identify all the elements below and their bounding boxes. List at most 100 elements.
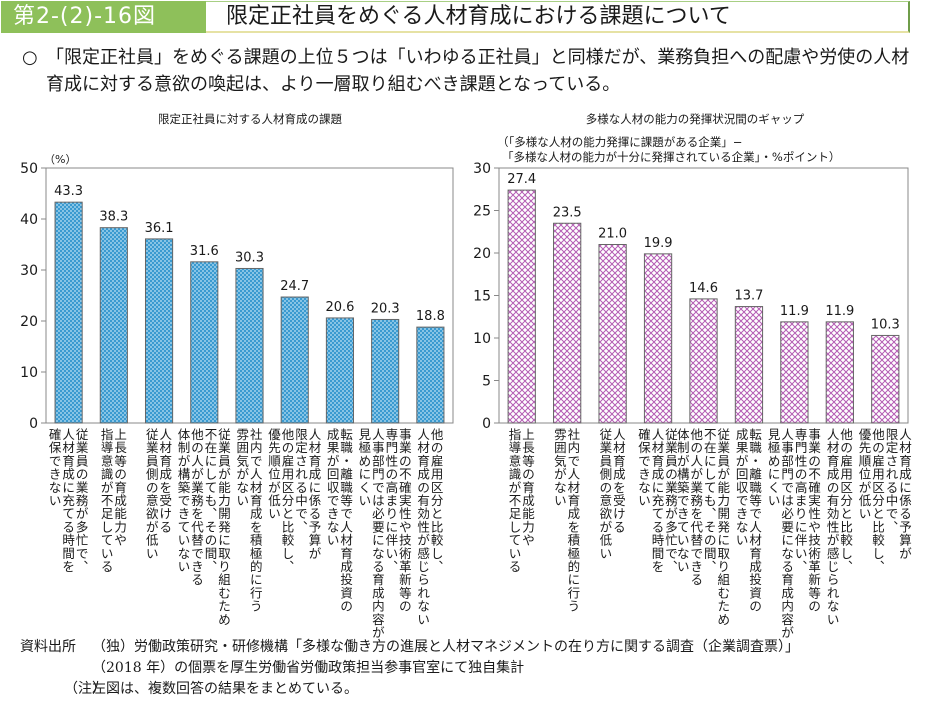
left-category-char: の: [76, 467, 89, 482]
right-category-char: 務: [665, 493, 678, 508]
right-category-char: 内: [568, 440, 581, 455]
left-category-char: い: [268, 506, 281, 521]
right-category-char: 成: [736, 427, 749, 442]
right-category-char: の: [749, 599, 762, 614]
note-label: （注）: [64, 681, 106, 697]
left-category-char: の: [386, 467, 399, 482]
left-category-char: 分: [282, 493, 295, 508]
left-category-char: を: [191, 506, 204, 521]
left-category-char: 人: [340, 519, 353, 534]
right-category-char: れ: [886, 467, 899, 482]
left-category-char: 区: [282, 480, 295, 495]
right-category-char: た: [717, 599, 730, 614]
right-category-char: 成: [613, 467, 626, 482]
footer: 資料出所 （独）労働政策研究・研修機構「多様な働き方の進展と人材マネジメントの在…: [20, 637, 930, 700]
right-category-char: を: [568, 519, 581, 534]
right-category-char: 材: [652, 440, 665, 455]
right-category-char: も: [704, 493, 717, 508]
left-category-char: 資: [340, 585, 353, 600]
left-category-char: 間: [205, 546, 218, 561]
left-category-char: 不: [399, 467, 412, 482]
left-category-char: で: [76, 546, 89, 561]
left-category-char: が: [101, 480, 114, 495]
right-category-label: 事業の不確実性や技術革新等の専門性の高まりに伴い︑人事部門では必要になる育成内容…: [768, 427, 822, 640]
left-data-label: 20.6: [325, 300, 354, 315]
right-category-char: に: [795, 519, 808, 534]
right-category-char: 性: [827, 519, 840, 534]
right-category-char: が: [736, 453, 749, 468]
right-category-char: 不: [808, 467, 821, 482]
left-category-char: い: [49, 493, 62, 508]
right-category-char: 材: [749, 533, 762, 548]
left-category-char: 他: [191, 427, 204, 442]
left-bar: [144, 238, 174, 424]
left-category-char: 性: [399, 506, 412, 521]
left-category-char: 員: [146, 453, 159, 468]
right-category-char: で: [886, 506, 899, 521]
right-bar: [598, 244, 627, 424]
right-category-char: 業: [717, 440, 730, 455]
right-data-label: 11.9: [780, 304, 809, 319]
right-category-char: の: [872, 440, 885, 455]
right-category-char: い: [859, 506, 872, 521]
right-category-char: 人: [613, 427, 626, 442]
left-category-char: 築: [178, 480, 191, 495]
left-category-char: る: [191, 572, 204, 587]
left-category-char: い: [178, 533, 191, 548]
right-category-char: 築: [677, 480, 690, 495]
right-category-char: が: [899, 546, 912, 561]
right-category-char: ・: [749, 453, 762, 468]
left-category-char: 低: [146, 533, 159, 548]
left-category-char: 従: [76, 427, 89, 442]
left-category-char: 用: [431, 467, 444, 482]
right-category-char: 確: [638, 427, 651, 442]
left-category-char: 先: [268, 440, 281, 455]
left-chart-title: 限定正社員に対する人材育成の課題: [158, 112, 342, 126]
left-category-char: て: [178, 519, 191, 534]
left-category-char: し: [431, 546, 444, 561]
left-bar: [235, 267, 264, 424]
left-category-char: 開: [218, 506, 231, 521]
right-category-char: 務: [690, 493, 703, 508]
right-category-char: 有: [827, 493, 840, 508]
right-category-char: 的: [568, 559, 581, 574]
left-data-label: 20.3: [371, 301, 400, 316]
right-ytick-label: 20: [473, 246, 491, 262]
right-category-char: で: [690, 546, 703, 561]
right-category-char: 職: [749, 440, 762, 455]
left-category-label: 事業の不確実性や技術革新等の専門性の高まりに伴い︑人事部門では必要になる育成内容…: [359, 427, 413, 640]
left-category-char: 欲: [146, 506, 159, 521]
right-category-char: 受: [613, 493, 626, 508]
right-category-char: 育: [749, 546, 762, 561]
right-category-char: 業: [665, 440, 678, 455]
left-category-char: 替: [191, 533, 204, 548]
right-category-char: 収: [736, 480, 749, 495]
right-category-char: さ: [886, 453, 899, 468]
right-category-char: の: [808, 453, 821, 468]
left-category-char: を: [160, 480, 173, 495]
left-category-char: 極: [250, 546, 263, 561]
left-category-char: に: [250, 572, 263, 587]
right-category-char: し: [704, 467, 717, 482]
right-category-char: 革: [808, 559, 821, 574]
left-category-char: 成: [62, 467, 75, 482]
right-category-char: て: [509, 533, 522, 548]
left-category-char: や: [114, 533, 127, 548]
right-category-char: る: [781, 559, 794, 574]
left-category-char: と: [282, 506, 295, 521]
left-category-char: 雰: [236, 427, 249, 442]
right-category-char: 成: [781, 585, 794, 600]
left-category-char: 効: [417, 506, 430, 521]
left-category-char: 充: [62, 493, 75, 508]
left-category-char: 成: [114, 493, 127, 508]
left-category-char: 上: [114, 427, 127, 442]
right-category-char: 算: [899, 533, 912, 548]
left-category-char: 多: [76, 519, 89, 534]
right-category-char: の: [690, 440, 703, 455]
right-category-char: 低: [600, 533, 613, 548]
left-category-char: 材: [340, 533, 353, 548]
left-category-char: 術: [399, 546, 412, 561]
left-bar: [54, 201, 83, 424]
